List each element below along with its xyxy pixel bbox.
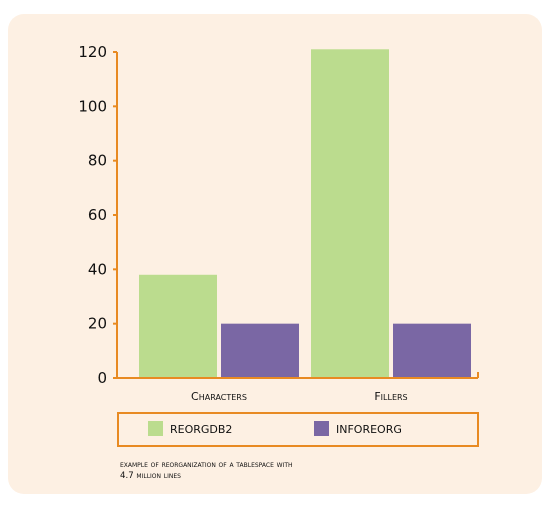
y-tick-label: 100 — [78, 97, 107, 115]
legend-label-inforeorg: INFOREORG — [336, 423, 402, 436]
y-tick-label: 60 — [88, 206, 107, 224]
legend-box — [117, 412, 479, 447]
y-tick-label: 0 — [97, 369, 107, 387]
legend-swatch-inforeorg — [314, 421, 329, 436]
axes-group: 0 20 40 60 80 100 120 Characters Fillers — [78, 43, 479, 403]
bars-group — [139, 49, 471, 379]
legend: REORGDB2 INFOREORG — [117, 412, 479, 447]
y-tick-label: 80 — [88, 152, 107, 170]
legend-swatch-reorgdb2 — [148, 421, 163, 436]
x-category-label: Characters — [191, 390, 247, 403]
bar-inforeorg-characters — [221, 323, 299, 378]
y-tick-label: 120 — [78, 43, 107, 61]
y-tick-label: 20 — [88, 315, 107, 333]
chart-caption: Example of reorganization of a Tablespac… — [120, 460, 293, 481]
bar-reorgdb2-characters — [139, 274, 217, 378]
bar-reorgdb2-fillers — [311, 49, 389, 379]
x-category-label: Fillers — [374, 390, 407, 403]
bar-inforeorg-fillers — [393, 323, 471, 378]
legend-label-reorgdb2: REORGDB2 — [170, 423, 232, 436]
y-tick-label: 40 — [88, 260, 107, 278]
